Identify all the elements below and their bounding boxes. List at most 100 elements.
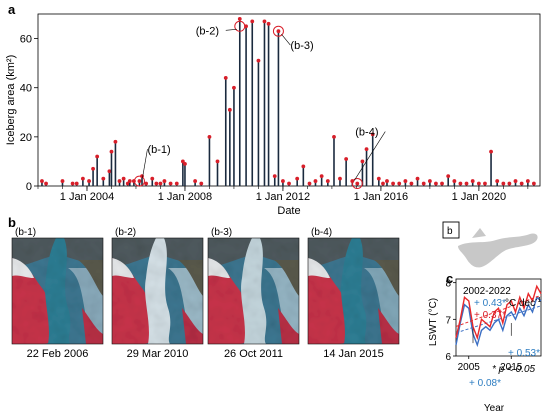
image-date: 14 Jan 2015 xyxy=(323,348,384,360)
iceberg-point xyxy=(150,176,155,181)
iceberg-point xyxy=(193,179,198,183)
iceberg-point xyxy=(117,179,122,183)
iceberg-point xyxy=(109,149,114,154)
panel-b-images: (b-1) 22 Feb 2006 (b-2) 29 Mar 2010 (b-3) 26 … xyxy=(11,227,400,360)
iceberg-point xyxy=(507,181,512,186)
panel-a-chart: 0 20 40 60 1 Jan 2004 1 Jan 2008 1 Jan 2012 1 … xyxy=(5,13,541,217)
iceberg-point xyxy=(489,149,493,154)
iceberg-point xyxy=(409,181,414,186)
iceberg-point xyxy=(360,159,365,164)
annotation-circle xyxy=(272,25,284,37)
annotation-leader xyxy=(225,28,237,31)
iceberg-point xyxy=(207,134,212,139)
sediment-plume xyxy=(168,268,203,344)
map-box xyxy=(442,221,460,239)
image-border xyxy=(111,237,204,345)
iceberg-point xyxy=(80,176,85,181)
rock-right xyxy=(374,260,399,296)
iceberg-point xyxy=(385,179,389,183)
iceberg-point xyxy=(40,179,44,183)
iceberg-point xyxy=(281,179,285,183)
annotation-circle xyxy=(133,175,145,187)
lswt-series-1 xyxy=(455,296,542,348)
iceberg-point xyxy=(513,179,518,183)
map-box-label: b xyxy=(447,226,453,237)
image-border xyxy=(11,237,104,345)
iceberg-point xyxy=(495,179,500,183)
glacier-front xyxy=(241,238,267,344)
iceberg-point xyxy=(131,179,136,183)
iceberg-point xyxy=(519,181,524,186)
snow-patch xyxy=(12,258,34,278)
iceberg-point xyxy=(158,181,163,186)
p-value-note: * p < 0.05 xyxy=(492,364,536,375)
iceberg-point xyxy=(332,134,336,139)
annotation-label: (b-2) xyxy=(196,25,219,37)
iceberg-point xyxy=(162,179,167,183)
iceberg-point xyxy=(250,19,255,24)
image-label: (b-4) xyxy=(311,227,332,238)
iceberg-point xyxy=(403,179,408,183)
y-axis-label-a: Iceberg area (km²) xyxy=(5,55,17,145)
snow-patch xyxy=(208,258,230,278)
iceberg-point xyxy=(127,179,132,183)
rock-right xyxy=(178,260,203,296)
iceberg-point xyxy=(397,181,402,186)
plot-frame-c xyxy=(455,278,542,357)
iceberg-point xyxy=(70,181,75,186)
iceberg-point xyxy=(91,166,95,171)
satellite-image-3: (b-3) 26 Oct 2011 xyxy=(207,227,300,360)
iceberg-point xyxy=(301,164,306,169)
iceberg-point xyxy=(44,181,48,186)
lake-arm xyxy=(472,228,486,238)
trend-blue-3: + 0.08* xyxy=(469,378,501,389)
vegetation-left xyxy=(12,258,58,344)
iceberg-point xyxy=(174,181,179,186)
x-axis-label-a: Date xyxy=(277,205,300,217)
y-tick-label-c: 7 xyxy=(445,315,451,326)
lake-shape xyxy=(458,233,538,268)
panel-label-b: b xyxy=(8,215,16,230)
annotation-leader xyxy=(142,149,148,179)
iceberg-point xyxy=(276,29,281,34)
trend-blue-1: + 0.43* xyxy=(474,298,506,309)
vegetation-left xyxy=(308,258,354,344)
glacier-front xyxy=(341,238,367,344)
iceberg-point xyxy=(215,159,220,164)
satellite-image-2: (b-2) 29 Mar 2010 xyxy=(111,227,204,360)
iceberg-point xyxy=(446,174,451,179)
x-tick-label: 1 Jan 2004 xyxy=(60,191,114,203)
iceberg-point xyxy=(501,181,506,186)
sediment-plume xyxy=(364,268,399,344)
snow-patch xyxy=(112,258,134,278)
y-axis-label-c: LSWT (°C) xyxy=(428,298,439,346)
image-border xyxy=(207,237,300,345)
rock-right xyxy=(78,260,103,296)
image-date: 26 Oct 2011 xyxy=(224,348,283,360)
annotation-label: (b-3) xyxy=(290,40,313,52)
iceberg-point xyxy=(113,139,118,144)
y-tick-label-c: 6 xyxy=(445,352,451,363)
plot-frame-a xyxy=(37,13,541,187)
iceberg-point xyxy=(525,179,530,183)
iceberg-point xyxy=(199,181,204,186)
iceberg-point xyxy=(464,181,469,186)
iceberg-point xyxy=(313,179,318,183)
iceberg-point xyxy=(95,154,100,159)
iceberg-point xyxy=(183,161,187,166)
x-tick-label-c: 2005 xyxy=(458,362,481,373)
annotation-label: (b-1) xyxy=(147,144,170,156)
trend-unit: °C dec-1 xyxy=(505,297,541,309)
iceberg-point xyxy=(232,85,236,90)
iceberg-point xyxy=(287,181,291,186)
x-tick-label: 1 Jan 2012 xyxy=(256,191,310,203)
vegetation-right xyxy=(182,308,203,344)
x-tick-label: 1 Jan 2020 xyxy=(452,191,506,203)
iceberg-point xyxy=(107,169,112,174)
x-tick-label: 1 Jan 2008 xyxy=(158,191,212,203)
iceberg-point xyxy=(391,181,395,186)
iceberg-point xyxy=(440,181,444,186)
iceberg-point xyxy=(295,176,300,181)
iceberg-point xyxy=(355,181,360,186)
